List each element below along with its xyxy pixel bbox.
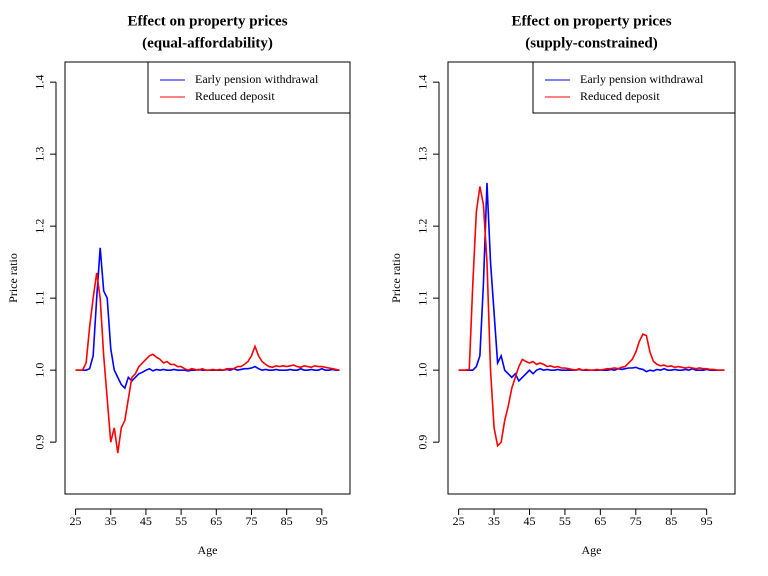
legend-frame <box>147 61 351 114</box>
y-tick-label: 1.4 <box>33 75 47 90</box>
x-axis-label: Age <box>582 543 602 557</box>
y-axis-label: Price ratio <box>389 253 403 303</box>
x-tick-label: 35 <box>488 514 500 528</box>
x-tick-label: 25 <box>453 514 465 528</box>
x-tick-label: 45 <box>140 514 152 528</box>
y-tick-label: 1.2 <box>416 219 430 234</box>
x-tick-label: 25 <box>70 514 82 528</box>
chart-panel: Effect on property prices (equal-affordab… <box>6 13 351 557</box>
y-tick-label: 0.9 <box>33 435 47 450</box>
x-tick-label: 85 <box>281 514 293 528</box>
data-line <box>458 186 725 448</box>
y-tick-label: 1.0 <box>33 363 47 378</box>
legend-label: Early pension withdrawal <box>195 72 319 86</box>
x-tick-label: 65 <box>210 514 222 528</box>
x-tick-label: 75 <box>245 514 257 528</box>
x-tick-label: 95 <box>316 514 328 528</box>
legend-label: Reduced deposit <box>580 89 660 103</box>
x-tick-label: 45 <box>523 514 535 528</box>
chart-subtitle: (supply-constrained) <box>525 35 658 51</box>
data-line <box>458 182 725 383</box>
y-tick-label: 1.4 <box>416 75 430 90</box>
y-tick-label: 0.9 <box>416 435 430 450</box>
legend-label: Early pension withdrawal <box>580 72 704 86</box>
chart-panel: Effect on property prices (supply-constra… <box>389 13 736 557</box>
y-tick-label: 1.3 <box>416 147 430 162</box>
y-tick-label: 1.1 <box>33 291 47 306</box>
y-tick-label: 1.2 <box>33 219 47 234</box>
y-axis-label: Price ratio <box>6 253 20 303</box>
x-tick-label: 95 <box>701 514 713 528</box>
x-tick-label: 75 <box>630 514 642 528</box>
y-tick-label: 1.3 <box>33 147 47 162</box>
plot-frame <box>64 61 351 495</box>
y-tick-label: 1.0 <box>416 363 430 378</box>
chart-title: Effect on property prices <box>127 13 287 29</box>
chart-title: Effect on property prices <box>511 13 671 29</box>
legend-label: Reduced deposit <box>195 89 275 103</box>
x-tick-label: 35 <box>105 514 117 528</box>
y-tick-label: 1.1 <box>416 291 430 306</box>
legend-frame <box>532 61 736 114</box>
x-axis-label: Age <box>198 543 218 557</box>
x-tick-label: 55 <box>175 514 187 528</box>
x-tick-label: 65 <box>594 514 606 528</box>
chart-subtitle: (equal-affordability) <box>142 35 273 51</box>
x-tick-label: 85 <box>665 514 677 528</box>
x-tick-label: 55 <box>559 514 571 528</box>
data-line <box>75 272 340 454</box>
